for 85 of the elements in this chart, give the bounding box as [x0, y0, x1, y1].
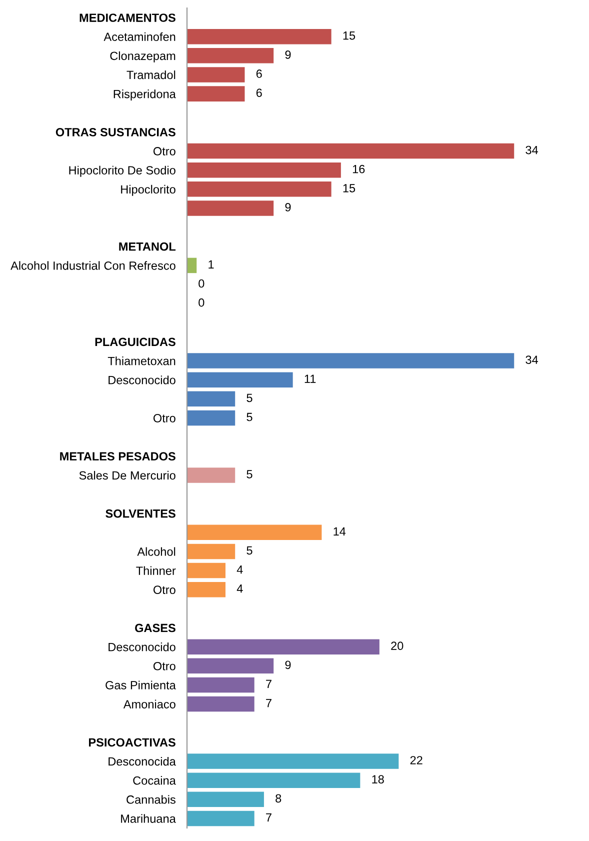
y-tick-label: Otro	[153, 414, 176, 422]
data-label: 6	[256, 70, 262, 78]
bar	[187, 468, 236, 483]
bar	[187, 677, 254, 693]
y-tick-label: Amoniaco	[123, 700, 176, 708]
bar	[187, 353, 514, 368]
y-tick-label: Thinner	[136, 566, 176, 575]
data-label: 1	[208, 260, 214, 268]
bar	[187, 200, 274, 216]
bar	[187, 162, 341, 178]
bar	[187, 67, 245, 82]
data-label: 7	[266, 680, 272, 688]
y-tick-label: METANOL	[119, 242, 176, 251]
y-tick-label: Desconocido	[108, 642, 176, 652]
data-label: 9	[285, 203, 291, 212]
bar	[187, 86, 245, 102]
y-tick-label: Tramadol	[126, 70, 176, 80]
y-tick-label: PSICOACTIVAS	[88, 738, 176, 747]
y-tick-label: PLAGUICIDAS	[95, 338, 176, 346]
y-tick-label: Thiametoxan	[108, 356, 176, 366]
y-tick-label: Desconocido	[108, 376, 176, 384]
y-tick-label: Otro	[153, 147, 176, 156]
data-label: 5	[246, 394, 252, 402]
data-label: 22	[410, 756, 422, 764]
data-label: 18	[372, 775, 384, 784]
data-label: 14	[334, 527, 346, 536]
data-label: 4	[236, 584, 243, 593]
y-tick-label: OTRAS SUSTANCIAS	[56, 128, 176, 136]
y-tick-label: Alcohol	[137, 547, 176, 556]
y-tick-label: METALES PESADOS	[60, 452, 176, 461]
y-tick-label: Hipoclorito De Sodio	[69, 166, 176, 177]
bar	[187, 48, 274, 64]
bar	[187, 544, 236, 560]
data-label: 9	[285, 660, 291, 670]
data-label: 15	[343, 32, 356, 40]
data-label: 34	[526, 146, 538, 154]
y-tick-label: Sales De Mercurio	[79, 470, 176, 480]
y-tick-label: Desconocida	[108, 756, 176, 766]
data-label: 5	[246, 412, 252, 422]
bar	[187, 696, 254, 712]
data-label: 0	[198, 298, 204, 307]
bar	[187, 562, 226, 578]
bar	[187, 658, 274, 674]
bar	[187, 772, 360, 788]
bar	[187, 143, 514, 159]
data-label: 34	[526, 356, 538, 364]
y-tick-label: Marihuana	[121, 814, 176, 823]
data-label: 6	[256, 88, 262, 97]
data-label: 16	[352, 164, 365, 174]
bar	[187, 524, 322, 540]
bar	[187, 582, 226, 598]
data-label: 5	[246, 470, 252, 478]
data-label: 9	[285, 50, 291, 59]
bar	[187, 182, 332, 197]
y-tick-label: Alcohol Industrial Con Refresco	[10, 261, 176, 270]
y-tick-label: MEDICAMENTOS	[80, 14, 176, 22]
data-label: 4	[236, 565, 243, 574]
y-tick-label: Clonazepam	[110, 51, 176, 62]
bar	[187, 391, 236, 407]
y-tick-label: GASES	[135, 624, 176, 632]
data-label: 7	[266, 698, 272, 708]
data-label: 7	[266, 813, 272, 822]
y-tick-label: Cocaina	[133, 776, 176, 785]
data-label: 8	[276, 794, 282, 803]
data-label: 15	[343, 184, 356, 192]
y-tick-label: Cannabis	[126, 795, 176, 804]
bar	[187, 792, 264, 808]
data-label: 5	[246, 546, 252, 555]
y-tick-label: Hipoclorito	[121, 184, 176, 196]
bar	[187, 372, 293, 388]
bar	[187, 754, 399, 769]
bar	[187, 639, 380, 654]
y-tick-label: Otro	[153, 662, 176, 670]
data-label: 11	[304, 374, 316, 383]
data-label: 20	[391, 642, 404, 650]
bar	[187, 410, 236, 426]
data-label: 0	[198, 279, 204, 288]
bar	[187, 28, 332, 44]
y-tick-label: Otro	[153, 586, 176, 594]
y-tick-label: Risperidona	[114, 90, 176, 101]
y-tick-label: SOLVENTES	[106, 509, 176, 518]
y-tick-label: Gas Pimienta	[106, 680, 176, 690]
bar	[187, 258, 197, 274]
bar	[187, 810, 254, 826]
y-tick-label: Acetaminofen	[104, 32, 176, 41]
